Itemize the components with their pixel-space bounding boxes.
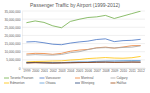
y-tick-label: 30,000,000	[5, 18, 21, 22]
grid-line	[22, 51, 145, 52]
series-line	[26, 39, 140, 45]
y-tick-label: 10,000,000	[5, 50, 21, 54]
chart: Passenger Traffic by Airport (1999-2012)…	[0, 0, 150, 93]
y-tick-label: 0	[19, 67, 21, 71]
y-tick-label: 35,000,000	[5, 10, 21, 14]
grid-line	[22, 11, 145, 12]
legend-item: Toronto Pearson	[4, 76, 34, 80]
x-tick-label: 2007	[94, 69, 101, 73]
series-line	[26, 46, 140, 55]
legend: Toronto Pearson Vancouver Montreal Calgary E…	[4, 76, 128, 85]
x-tick-label: 2000	[32, 69, 39, 73]
x-axis: 1999200020012002200320042005200620072008…	[23, 68, 146, 73]
y-tick: 35,000,000	[5, 10, 22, 14]
series-line	[26, 61, 140, 63]
y-tick: 5,000,000	[6, 58, 22, 62]
series-line	[26, 56, 140, 62]
x-tick-label: 2005	[76, 69, 83, 73]
lines	[26, 11, 140, 63]
legend-label: Calgary	[117, 76, 128, 80]
x-tick: 2002	[50, 68, 57, 73]
x-tick-label: 2009	[111, 69, 118, 73]
grid	[22, 11, 145, 68]
legend-swatch	[75, 78, 80, 79]
legend-label: Montreal	[81, 76, 94, 80]
legend-label: Toronto Pearson	[10, 76, 34, 80]
y-tick-label: 20,000,000	[5, 34, 21, 38]
legend-swatch	[4, 83, 9, 84]
legend-label: Halifax	[117, 81, 127, 85]
x-tick: 2006	[85, 68, 92, 73]
grid-line	[22, 43, 145, 44]
series-line	[26, 62, 140, 64]
x-tick-label: 2010	[120, 69, 127, 73]
legend-item: Vancouver	[40, 76, 62, 80]
plot: 0 5,000,000 10,000,000 15,000,000 20,000,000…	[5, 10, 146, 74]
y-tick-label: 25,000,000	[5, 26, 21, 30]
legend-label: Edmonton	[10, 81, 25, 85]
x-tick: 2005	[76, 68, 83, 73]
legend-item: Montreal	[75, 76, 94, 80]
legend-swatch	[111, 78, 116, 79]
y-tick: 25,000,000	[5, 26, 22, 30]
y-tick: 10,000,000	[5, 50, 22, 54]
legend-swatch	[75, 83, 80, 84]
x-tick: 1999	[23, 68, 30, 73]
grid-line	[22, 35, 145, 36]
x-tick-label: 1999	[23, 69, 30, 73]
x-tick: 2012	[138, 68, 145, 73]
x-tick: 2010	[120, 68, 127, 73]
x-tick-label: 2001	[41, 69, 48, 73]
legend-item: Calgary	[111, 76, 128, 80]
legend-item: Winnipeg	[75, 81, 95, 85]
x-tick-label: 2012	[138, 69, 145, 73]
legend-label: Winnipeg	[81, 81, 95, 85]
y-tick-label: 15,000,000	[5, 42, 21, 46]
legend-item: Halifax	[111, 81, 127, 85]
x-tick: 2011	[129, 68, 136, 73]
x-tick-label: 2003	[58, 69, 65, 73]
x-tick-label: 2011	[129, 69, 136, 73]
legend-swatch	[40, 78, 45, 79]
grid-line	[22, 27, 145, 28]
x-tick: 2009	[111, 68, 118, 73]
legend-swatch	[40, 83, 45, 84]
x-tick-label: 2008	[102, 69, 109, 73]
x-tick: 2000	[32, 68, 39, 73]
legend-swatch	[4, 78, 9, 79]
x-tick: 2003	[58, 68, 65, 73]
series-line	[26, 46, 140, 55]
x-tick: 2008	[102, 68, 109, 73]
legend-item: Edmonton	[4, 81, 25, 85]
x-tick: 2004	[67, 68, 74, 73]
x-tick-label: 2002	[50, 69, 57, 73]
x-tick: 2001	[41, 68, 48, 73]
x-tick-label: 2006	[85, 69, 92, 73]
legend-label: Ottawa	[46, 81, 56, 85]
series-line	[26, 11, 140, 28]
legend-label: Vancouver	[46, 76, 62, 80]
y-axis-line	[22, 12, 23, 69]
title: Passenger Traffic by Airport (1999-2012)	[30, 2, 120, 8]
y-tick-label: 5,000,000	[6, 58, 20, 62]
legend-swatch	[111, 83, 116, 84]
legend-item: Ottawa	[40, 81, 56, 85]
x-tick-label: 2004	[67, 69, 74, 73]
series-line	[26, 61, 140, 63]
x-tick: 2007	[94, 68, 101, 73]
y-tick: 15,000,000	[5, 42, 22, 46]
y-tick: 0	[19, 67, 22, 71]
y-tick: 30,000,000	[5, 18, 22, 22]
y-tick: 20,000,000	[5, 34, 22, 38]
y-axis: 0 5,000,000 10,000,000 15,000,000 20,000,000…	[5, 10, 23, 71]
